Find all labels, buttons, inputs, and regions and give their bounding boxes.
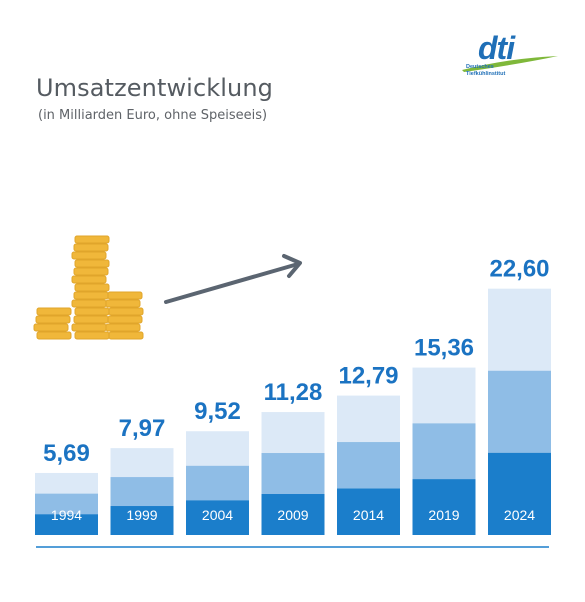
year-label-2004: 2004 bbox=[202, 507, 233, 523]
year-label-1994: 1994 bbox=[51, 507, 82, 523]
bar-segment-light-2009 bbox=[261, 412, 325, 454]
coin bbox=[71, 299, 107, 308]
value-label-2014: 12,79 bbox=[338, 363, 398, 390]
bar-segment-dark-2024 bbox=[488, 452, 551, 535]
coin bbox=[74, 283, 110, 292]
bars-group: 5,69 1994 7,97 1999 9,52 2004 11,28 2009 12,79 20… bbox=[35, 256, 551, 535]
year-label-2024: 2024 bbox=[504, 507, 535, 523]
trend-arrow-icon bbox=[164, 254, 302, 304]
coin bbox=[73, 243, 109, 252]
coin bbox=[107, 291, 143, 300]
coin bbox=[74, 331, 110, 340]
coin bbox=[36, 331, 72, 340]
bar-segment-light-1999 bbox=[110, 448, 174, 478]
logo-line-1: Deutsches bbox=[466, 64, 494, 70]
coin bbox=[105, 323, 141, 332]
bar-segment-dark-2004 bbox=[186, 500, 249, 535]
logo-line-2: Tiefkühlinstitut bbox=[466, 71, 506, 77]
coin bbox=[108, 307, 144, 316]
coin bbox=[71, 323, 107, 332]
value-label-1999: 7,97 bbox=[119, 415, 166, 442]
coin bbox=[74, 307, 110, 316]
year-label-2014: 2014 bbox=[353, 507, 384, 523]
coin bbox=[35, 315, 71, 324]
year-label-2009: 2009 bbox=[277, 507, 308, 523]
bar-segment-medium-2004 bbox=[186, 465, 249, 501]
bar-segment-medium-1994 bbox=[35, 493, 98, 515]
bar-segment-dark-2019 bbox=[412, 479, 476, 535]
bar-segment-light-2004 bbox=[186, 431, 249, 467]
year-label-2019: 2019 bbox=[428, 507, 459, 523]
bar-segment-medium-2009 bbox=[261, 453, 325, 495]
bar-segment-light-2019 bbox=[412, 367, 476, 424]
bar-segment-medium-2024 bbox=[488, 370, 551, 454]
coin bbox=[108, 331, 144, 340]
coin bbox=[33, 323, 69, 332]
coin bbox=[74, 235, 110, 244]
coin bbox=[36, 307, 72, 316]
coin bbox=[73, 291, 109, 300]
bar-segment-dark-1994 bbox=[35, 514, 98, 535]
value-label-2009: 11,28 bbox=[264, 379, 323, 406]
bar-segment-medium-2019 bbox=[412, 423, 476, 480]
coin bbox=[71, 251, 107, 260]
coin bbox=[74, 259, 110, 268]
dti-logo: dti Deutsches Tiefkühlinstitut bbox=[460, 30, 560, 85]
bar-segment-light-2014 bbox=[337, 395, 400, 443]
chart-subtitle: (in Milliarden Euro, ohne Speiseeis) bbox=[38, 108, 268, 123]
bar-segment-light-2024 bbox=[488, 288, 551, 372]
logo-wordmark: dti bbox=[478, 30, 515, 66]
chart-title: Umsatzentwicklung bbox=[36, 74, 273, 102]
bar-segment-medium-2014 bbox=[337, 442, 400, 490]
coin bbox=[73, 315, 109, 324]
bar-segment-medium-1999 bbox=[110, 477, 174, 507]
coin bbox=[71, 275, 107, 284]
logo-swoosh-icon bbox=[462, 56, 558, 72]
bar-segment-dark-2009 bbox=[261, 494, 325, 535]
coin-stacks-icon bbox=[33, 235, 144, 340]
value-label-2019: 15,36 bbox=[414, 335, 474, 362]
bar-segment-light-1994 bbox=[35, 472, 98, 495]
coin bbox=[105, 299, 141, 308]
coin bbox=[73, 267, 109, 276]
value-label-2024: 22,60 bbox=[489, 256, 549, 283]
value-label-2004: 9,52 bbox=[194, 398, 241, 425]
value-label-1994: 5,69 bbox=[43, 440, 90, 467]
bar-segment-dark-1999 bbox=[110, 506, 174, 535]
bar-segment-dark-2014 bbox=[337, 488, 400, 535]
year-label-1999: 1999 bbox=[126, 507, 157, 523]
coin bbox=[107, 315, 143, 324]
